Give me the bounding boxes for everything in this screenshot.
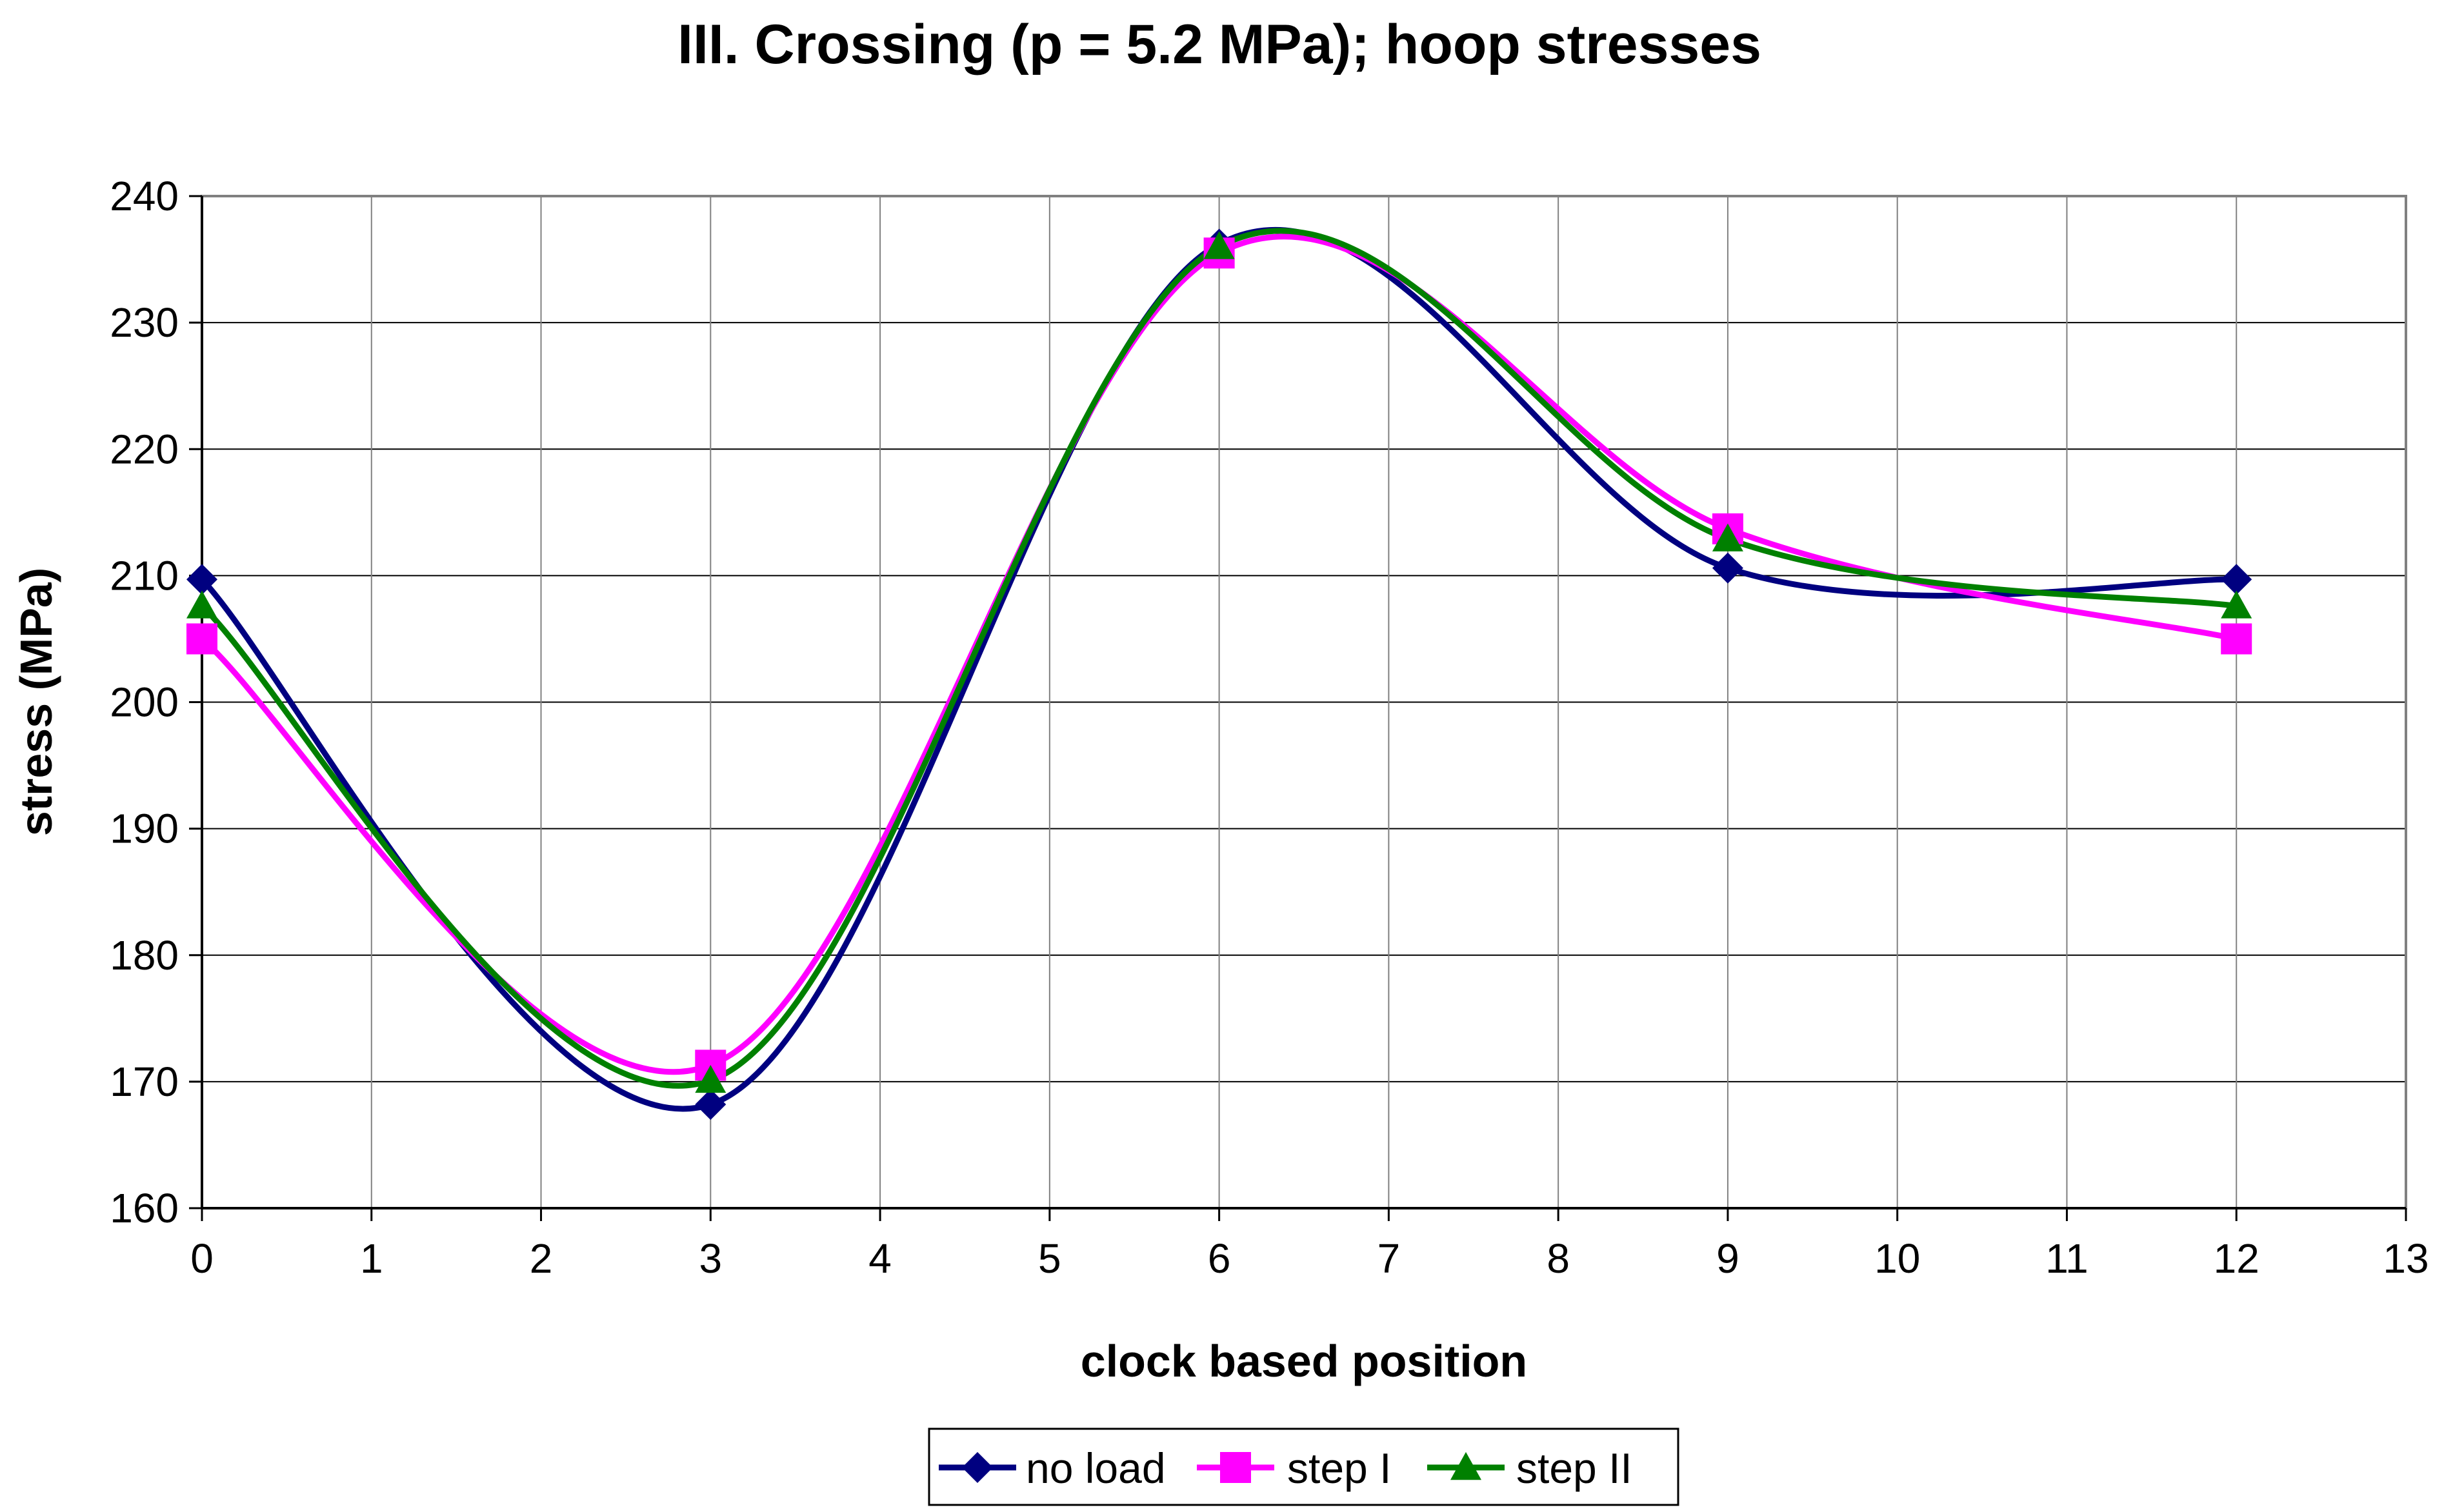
y-tick-label: 190	[110, 806, 179, 852]
grid	[202, 196, 2406, 1208]
x-tick-label: 7	[1377, 1235, 1401, 1282]
data-point-no-load	[2221, 564, 2252, 595]
data-point-no-load	[695, 1089, 726, 1120]
axes	[189, 195, 2407, 1221]
x-axis-title: clock based position	[1081, 1336, 1527, 1386]
legend-box	[928, 1427, 1679, 1506]
y-tick-label: 220	[110, 426, 179, 472]
series-markers	[186, 228, 2252, 1120]
series-lines	[199, 226, 2238, 1112]
series-line-step-ii	[199, 228, 2237, 1089]
legend: no load step I step II	[928, 1427, 1679, 1506]
data-point-step-ii	[2221, 590, 2252, 619]
y-tick-label: 180	[110, 932, 179, 979]
legend-label-no-load: no load	[1026, 1444, 1166, 1492]
data-point-step-ii	[1203, 231, 1235, 259]
x-tick-label: 9	[1716, 1235, 1739, 1282]
legend-marker-step-i	[1220, 1452, 1251, 1483]
y-tick-label: 200	[110, 679, 179, 726]
legend-marker-step-ii	[1450, 1452, 1481, 1480]
y-axis-title: stress (MPa)	[11, 568, 61, 836]
x-tick-label: 3	[699, 1235, 723, 1282]
x-tick-label: 0	[190, 1235, 214, 1282]
x-tick-label: 8	[1547, 1235, 1570, 1282]
data-point-step-ii	[186, 590, 217, 619]
x-tick-label: 5	[1038, 1235, 1061, 1282]
plot-area	[186, 195, 2407, 1221]
x-tick-label: 2	[530, 1235, 553, 1282]
legend-label-step-ii: step II	[1516, 1444, 1632, 1492]
data-point-no-load	[1712, 552, 1743, 584]
data-point-step-i	[186, 623, 217, 655]
data-point-step-i	[2221, 623, 2252, 655]
legend-marker-no-load	[962, 1452, 993, 1483]
y-tick-label: 160	[110, 1185, 179, 1231]
x-tick-label: 4	[868, 1235, 892, 1282]
data-point-step-ii	[1712, 523, 1743, 552]
y-tick-label: 170	[110, 1059, 179, 1105]
x-tick-label: 1	[360, 1235, 383, 1282]
y-tick-label: 230	[110, 299, 179, 346]
y-tick-label: 210	[110, 552, 179, 599]
x-tick-label: 10	[1874, 1235, 1920, 1282]
chart-title: III. Crossing (p = 5.2 MPa); hoop stress…	[677, 14, 1761, 75]
x-tick-label: 6	[1208, 1235, 1231, 1282]
x-tick-label: 12	[2214, 1235, 2259, 1282]
data-point-step-ii	[695, 1064, 726, 1093]
x-tick-label: 13	[2383, 1235, 2429, 1282]
legend-label-step-i: step I	[1287, 1444, 1391, 1492]
data-point-no-load	[186, 564, 217, 595]
x-tick-label: 11	[2045, 1235, 2088, 1282]
y-tick-label: 240	[110, 173, 179, 219]
